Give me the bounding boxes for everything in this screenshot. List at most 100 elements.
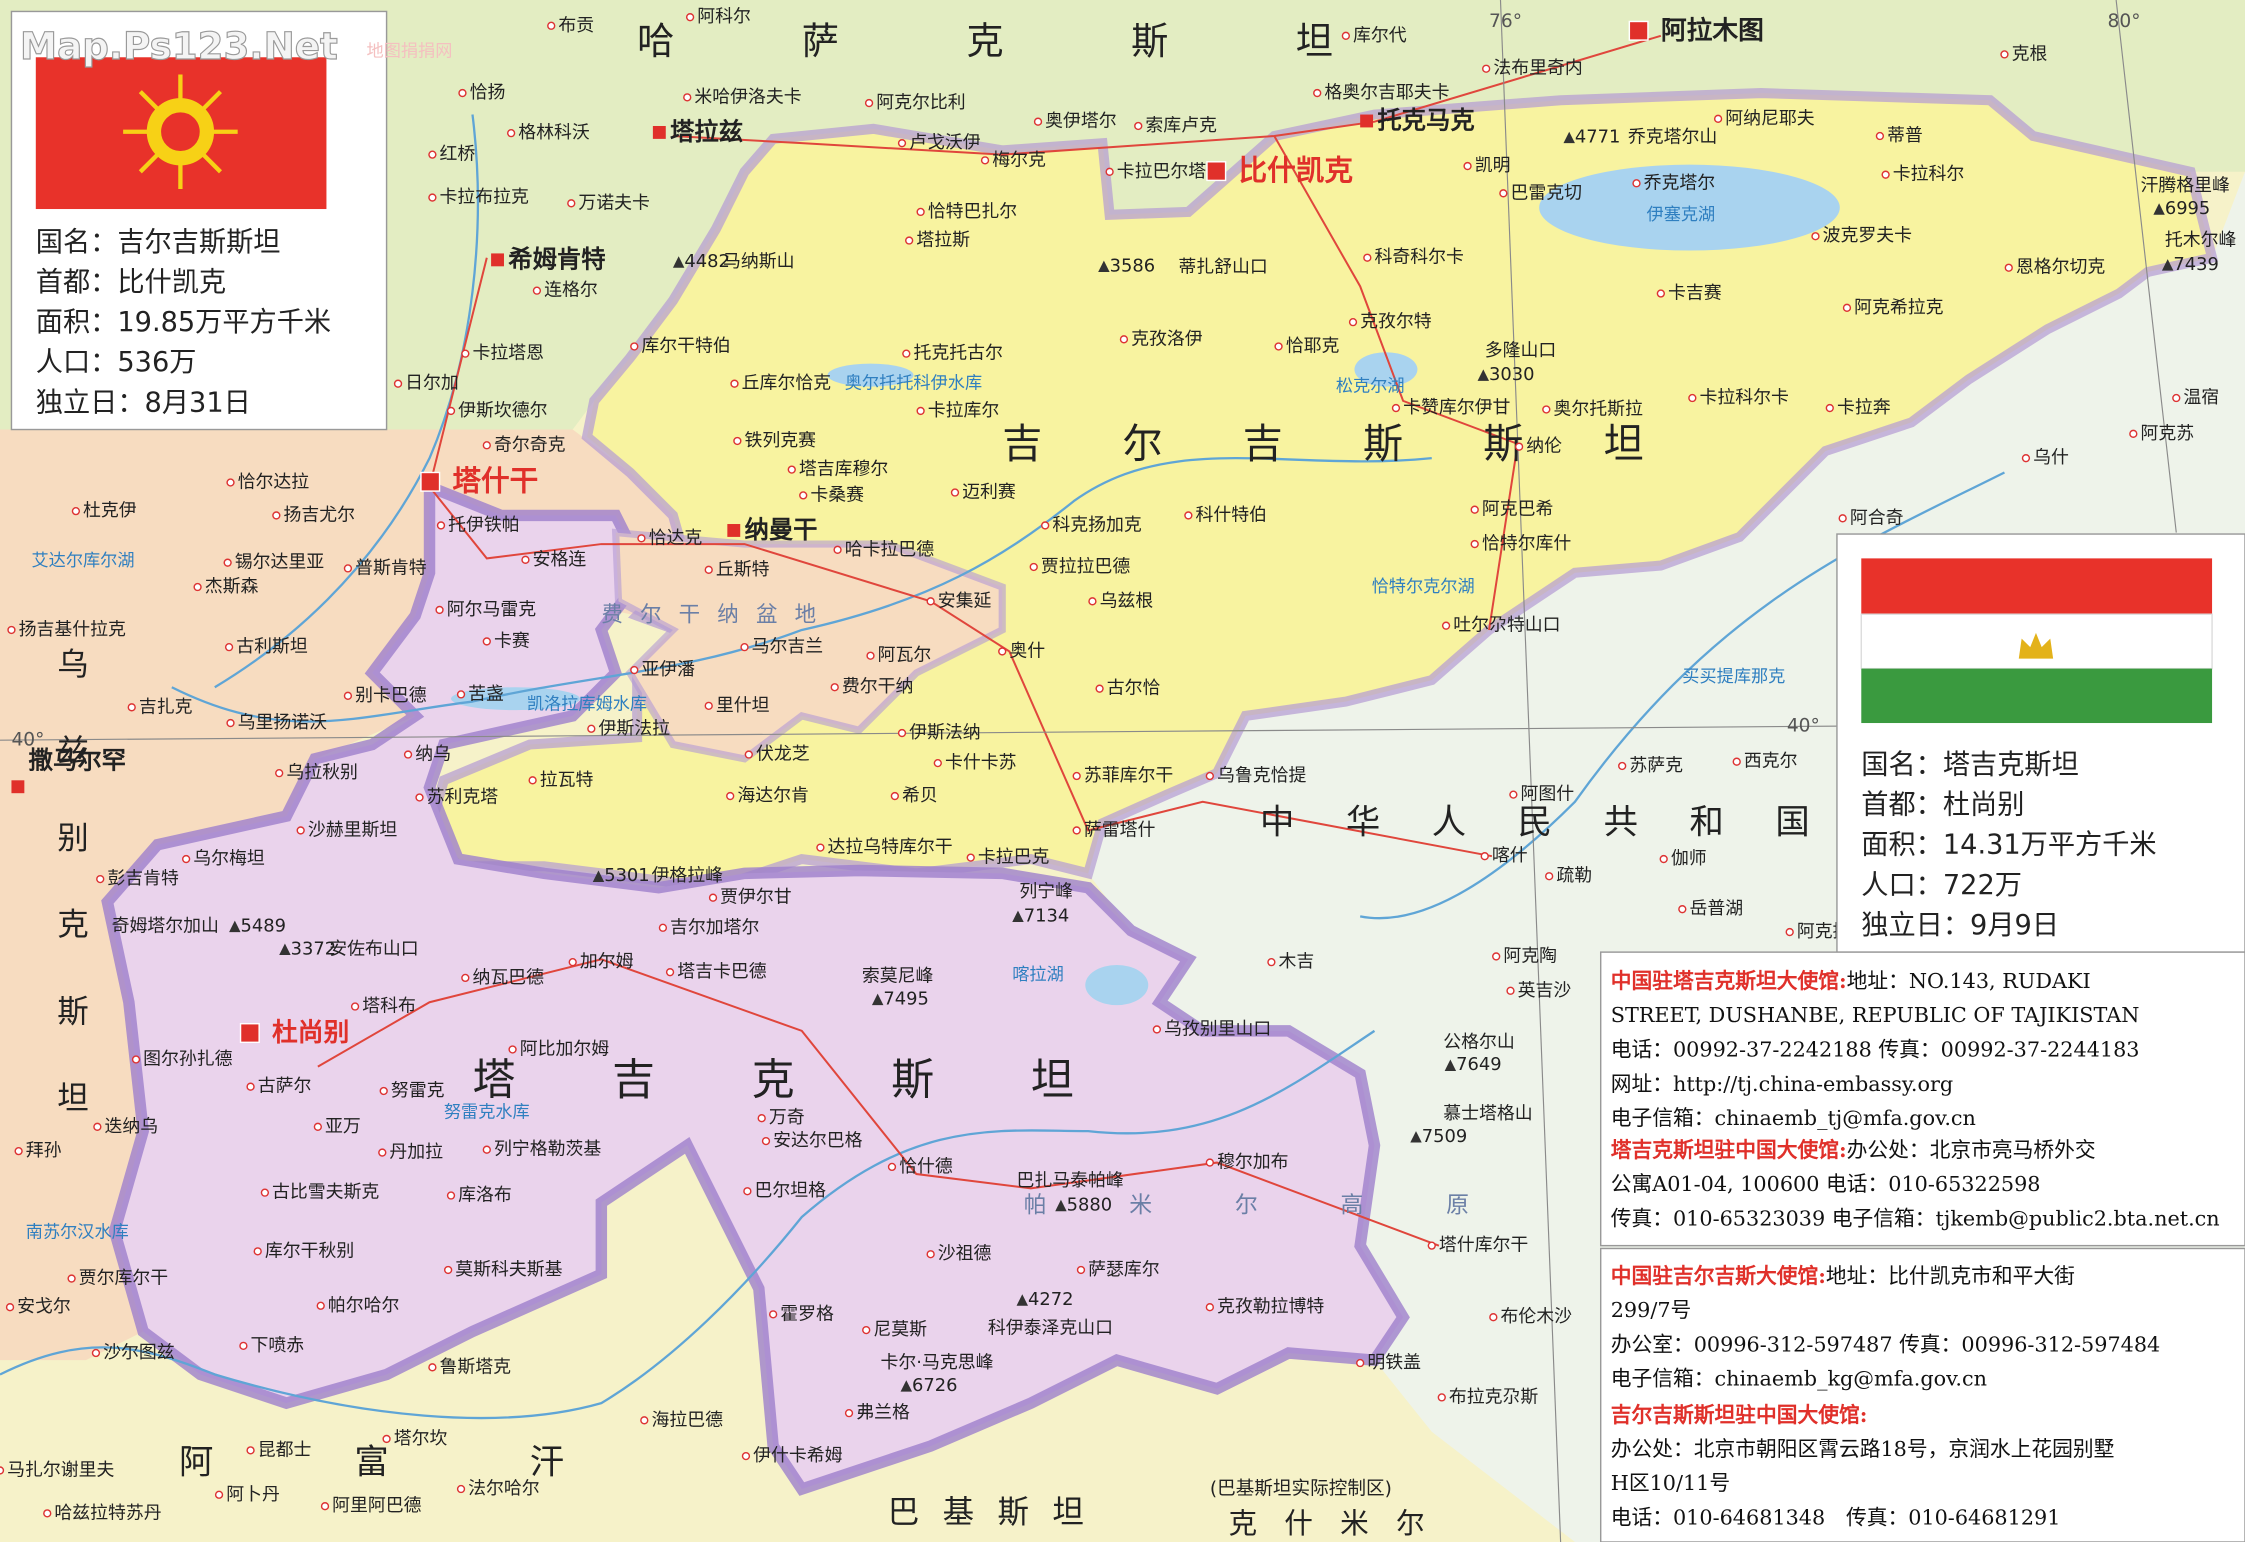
city-name: 苏菲库尔干 xyxy=(1084,765,1173,786)
city-marker xyxy=(131,1055,141,1064)
city-name: 凯明 xyxy=(1475,155,1511,176)
river xyxy=(171,457,1432,723)
embassy-text: 地址：比什凯克市和平大街 xyxy=(1826,1264,2075,1288)
city-marker xyxy=(1391,403,1401,413)
city-name: 沙尔图兹 xyxy=(103,1342,175,1363)
city-marker xyxy=(246,1082,255,1091)
country-name: 中华人民共和国 xyxy=(1260,802,1810,842)
city-marker xyxy=(1076,1265,1086,1275)
city-marker xyxy=(456,1484,466,1494)
city-marker xyxy=(91,1348,101,1358)
city-marker xyxy=(378,1148,387,1157)
river xyxy=(1359,471,2005,920)
city-name: 格林科沃 xyxy=(518,122,590,143)
city-name: 万奇 xyxy=(769,1107,805,1128)
water-label: 松克尔湖 xyxy=(1336,377,1405,397)
city-marker xyxy=(916,406,925,416)
city-name: 古萨尔 xyxy=(258,1076,312,1097)
peak-elevation: 7134 xyxy=(1024,905,1069,926)
city-marker xyxy=(224,643,234,652)
peak-elevation: 4482 xyxy=(684,251,730,272)
city-name: 库尔代 xyxy=(1353,25,1407,46)
city-marker xyxy=(816,843,825,852)
city-name: 乌兹根 xyxy=(1100,590,1154,611)
city-name: 达拉乌特库尔干 xyxy=(828,837,953,858)
city-marker xyxy=(1838,514,1847,523)
city-marker xyxy=(1205,1158,1214,1167)
city-marker xyxy=(568,957,577,967)
city-marker xyxy=(902,349,911,358)
road xyxy=(1273,135,1519,631)
city-name: 阿尔马雷克 xyxy=(447,599,536,620)
embassy-text: 电话：010-64681348 传真：010-64681291 xyxy=(1611,1506,2061,1530)
city-name: 昆都士 xyxy=(258,1439,312,1460)
city-name: 安集延 xyxy=(938,590,992,611)
city-marker xyxy=(768,1310,778,1319)
info-line: 独立日：8月31日 xyxy=(36,387,251,418)
city-name: 阿合奇 xyxy=(1850,507,1904,528)
city-name: 乔克塔尔 xyxy=(1644,172,1716,193)
city-name: 苏萨克 xyxy=(1629,755,1683,776)
city-marker xyxy=(926,1250,935,1259)
city-marker xyxy=(436,521,446,530)
city-marker xyxy=(567,199,576,208)
info-line: 面积：19.85万平方千米 xyxy=(36,307,331,338)
city-name: 弗兰格 xyxy=(856,1402,910,1423)
city-name: 卡拉科尔 xyxy=(1893,164,1965,185)
city-marker xyxy=(127,703,136,712)
city-marker xyxy=(862,1325,871,1335)
city-name: 奥什 xyxy=(1009,640,1045,661)
city-name: 波克罗夫卡 xyxy=(1823,225,1912,246)
city-name: 贾伊尔甘 xyxy=(720,887,792,908)
city-marker xyxy=(458,88,467,98)
peak-marker xyxy=(1410,1131,1422,1143)
city-marker xyxy=(461,973,470,983)
city-marker xyxy=(2021,454,2031,463)
city-marker xyxy=(226,478,235,487)
capital-marker xyxy=(239,1022,260,1044)
city-marker xyxy=(1811,232,1820,241)
city-marker xyxy=(446,406,456,416)
city-marker xyxy=(1842,303,1852,312)
embassy-line: 中国驻吉尔吉斯大使馆:地址：比什凯克市和平大街 xyxy=(1611,1264,2075,1288)
city-name: 库洛布 xyxy=(458,1185,512,1206)
peak-elevation: 3030 xyxy=(1489,364,1535,385)
peak-name: 奇姆塔尔加山 xyxy=(112,915,219,936)
city-marker xyxy=(1688,393,1697,403)
city-name: 克孜尔特 xyxy=(1360,311,1432,332)
city-name: 鲁斯塔克 xyxy=(440,1356,512,1377)
city-name: 阿克尔比利 xyxy=(876,92,965,113)
city-marker xyxy=(743,1187,752,1196)
city-marker xyxy=(428,150,437,159)
peak-elevation: 6726 xyxy=(912,1375,958,1396)
city-name: 希贝 xyxy=(902,785,938,806)
degree-label: 80° xyxy=(2108,11,2141,32)
city-name: 霍罗格 xyxy=(780,1303,834,1324)
city-marker xyxy=(733,436,742,446)
city-name: 丘斯特 xyxy=(716,559,770,580)
city-marker xyxy=(2172,393,2181,403)
tajik-flag-red xyxy=(1861,558,2213,615)
city-name: 马尔吉兰 xyxy=(752,636,824,657)
city-name: 伊什卡希姆 xyxy=(753,1445,842,1466)
city-marker xyxy=(67,1274,76,1283)
major-city-name: 撒马尔罕 xyxy=(29,746,126,775)
city-name: 乌鲁克恰提 xyxy=(1217,765,1306,786)
city-marker xyxy=(2004,263,2013,272)
city-marker xyxy=(316,1301,325,1310)
city-name: 加尔姆 xyxy=(580,951,634,972)
city-name: 阿克苏 xyxy=(2140,423,2194,444)
peak-marker xyxy=(672,256,685,268)
city-name: 阿图什 xyxy=(1521,784,1575,805)
city-marker xyxy=(1356,1358,1365,1368)
peak-marker xyxy=(1055,1199,1067,1212)
city-marker xyxy=(704,565,713,574)
rivers xyxy=(0,114,2005,1420)
city-marker xyxy=(1482,64,1491,73)
city-marker xyxy=(1119,335,1129,344)
city-name: 科什特伯 xyxy=(1196,504,1268,525)
embassy-text: 办公处：北京市亮马桥外交 xyxy=(1847,1138,2096,1162)
peak-elevation: 5301 xyxy=(604,865,650,886)
city-name: 乌尔梅坦 xyxy=(193,848,265,869)
watermark: Map.Ps123.Net xyxy=(20,24,338,68)
